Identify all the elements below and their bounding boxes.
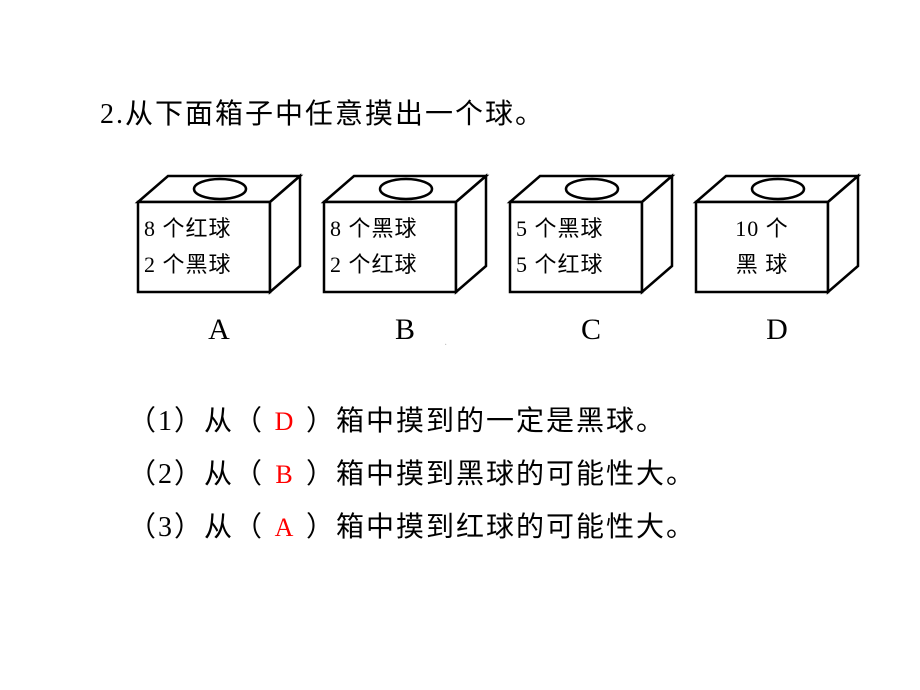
box-label-b: B xyxy=(395,313,415,347)
box-label-d: D xyxy=(766,313,788,347)
box-c-line2: 5 个红球 xyxy=(516,252,604,277)
sub-question-2: （2）从（B）箱中摸到黑球的可能性大。 xyxy=(128,448,830,501)
box-label-c: C xyxy=(581,313,601,347)
question-title: 2.从下面箱子中任意摸出一个球。 xyxy=(100,92,830,132)
box-diagram-d: 10 个 黑 球 xyxy=(688,172,866,307)
sub-questions: （1）从（D）箱中摸到的一定是黑球。 （2）从（B）箱中摸到黑球的可能性大。 （… xyxy=(128,395,830,555)
box-a-line1: 8 个红球 xyxy=(144,216,232,241)
watermark-dot: · xyxy=(444,340,454,350)
box-d-line2: 黑 球 xyxy=(736,252,789,277)
box-label-a: A xyxy=(208,313,230,347)
box-unit-a: 8 个红球 2 个黑球 A xyxy=(130,172,308,347)
sq1-prefix: （1）从（ xyxy=(128,406,264,437)
sq2-prefix: （2）从（ xyxy=(128,459,264,490)
box-diagram-b: 8 个黑球 2 个红球 xyxy=(316,172,494,307)
sub-question-1: （1）从（D）箱中摸到的一定是黑球。 xyxy=(128,395,830,448)
boxes-row: 8 个红球 2 个黑球 A 8 个黑球 2 个红球 B 5 个黑球 5 个红球 … xyxy=(130,172,830,347)
box-unit-b: 8 个黑球 2 个红球 B xyxy=(316,172,494,347)
sq2-answer: B xyxy=(264,450,306,499)
sq3-suffix: ）箱中摸到红球的可能性大。 xyxy=(306,512,696,543)
box-b-line1: 8 个黑球 xyxy=(330,216,418,241)
sub-question-3: （3）从（A）箱中摸到红球的可能性大。 xyxy=(128,501,830,554)
sq1-answer: D xyxy=(264,397,306,446)
box-a-line2: 2 个黑球 xyxy=(144,252,232,277)
box-diagram-c: 5 个黑球 5 个红球 xyxy=(502,172,680,307)
box-unit-c: 5 个黑球 5 个红球 C xyxy=(502,172,680,347)
sq1-suffix: ）箱中摸到的一定是黑球。 xyxy=(306,406,666,437)
box-d-line1: 10 个 xyxy=(735,216,789,241)
sq3-answer: A xyxy=(264,503,306,552)
sq2-suffix: ）箱中摸到黑球的可能性大。 xyxy=(306,459,696,490)
box-c-line1: 5 个黑球 xyxy=(516,216,604,241)
box-unit-d: 10 个 黑 球 D xyxy=(688,172,866,347)
box-diagram-a: 8 个红球 2 个黑球 xyxy=(130,172,308,307)
box-b-line2: 2 个红球 xyxy=(330,252,418,277)
sq3-prefix: （3）从（ xyxy=(128,512,264,543)
